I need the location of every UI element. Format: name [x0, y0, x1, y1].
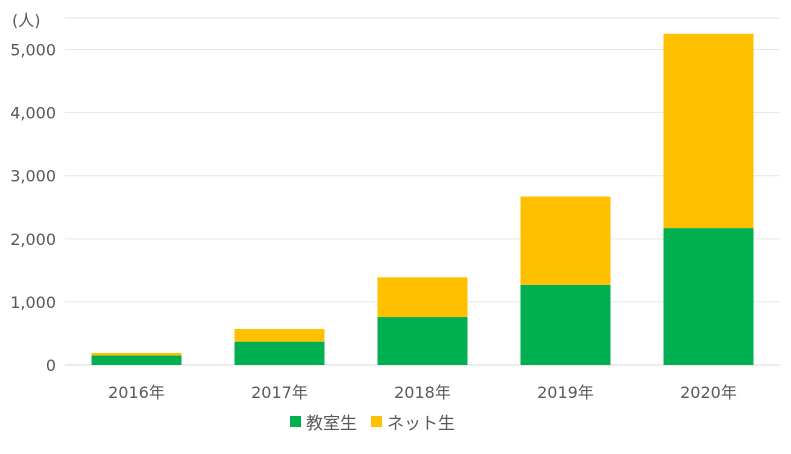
bar-online [234, 329, 325, 342]
bar-classroom [520, 284, 611, 365]
y-tick-label: 0 [46, 356, 56, 375]
bars [91, 33, 754, 365]
y-tick-label: 2,000 [10, 230, 56, 249]
legend-item-online: ネット生 [371, 409, 455, 434]
bar-classroom [663, 228, 754, 365]
legend-item-classroom: 教室生 [290, 409, 357, 434]
legend-label-classroom: 教室生 [306, 414, 357, 434]
x-axis-ticks: 2016年 2017年 2018年 2019年 2020年 [108, 383, 737, 402]
x-tick-label: 2016年 [108, 383, 165, 402]
bar-classroom [377, 317, 468, 365]
bar-online [377, 277, 468, 318]
bar-online [91, 353, 182, 356]
x-tick-label: 2018年 [394, 383, 451, 402]
bar-classroom [91, 355, 182, 365]
legend: 教室生 ネット生 [290, 409, 469, 434]
bar-online [520, 196, 611, 285]
y-axis-ticks: 0 1,000 2,000 3,000 4,000 5,000 [10, 41, 56, 375]
bar-classroom [234, 341, 325, 365]
x-tick-label: 2020年 [680, 383, 737, 402]
x-tick-label: 2019年 [537, 383, 594, 402]
y-tick-label: 3,000 [10, 167, 56, 186]
legend-swatch-classroom [290, 416, 301, 427]
gridlines [65, 17, 780, 366]
legend-swatch-online [371, 416, 382, 427]
y-tick-label: 5,000 [10, 41, 56, 60]
bar-online [663, 33, 754, 229]
y-tick-label: 1,000 [10, 293, 56, 312]
legend-label-online: ネット生 [387, 414, 455, 434]
y-unit-label: (人) [12, 11, 41, 30]
y-tick-label: 4,000 [10, 104, 56, 123]
x-tick-label: 2017年 [251, 383, 308, 402]
